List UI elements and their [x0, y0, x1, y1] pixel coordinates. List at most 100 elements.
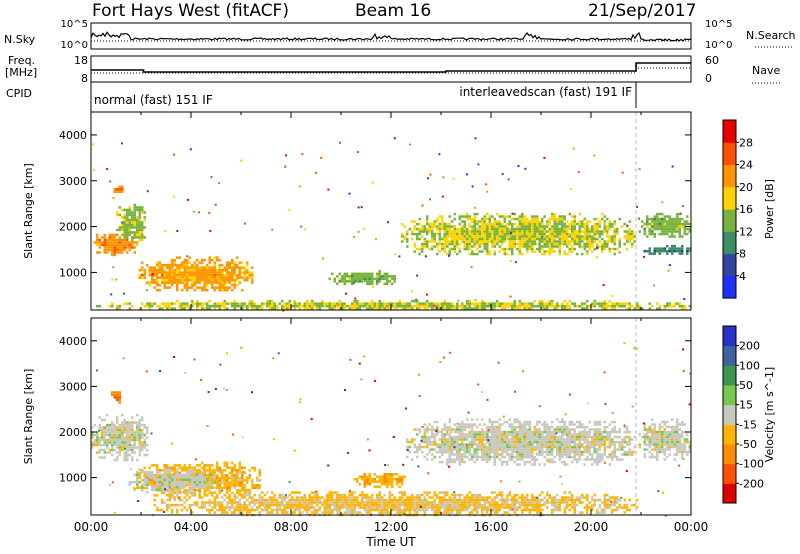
echo-cell — [408, 440, 411, 444]
echo-cell — [558, 227, 561, 231]
echo-cell — [208, 471, 211, 475]
echo-cell — [196, 263, 199, 267]
echo-cell — [171, 307, 174, 310]
echo-cell — [576, 237, 579, 241]
echo-cell — [381, 277, 384, 281]
echo-cell — [198, 276, 201, 279]
echo-cell — [556, 245, 559, 248]
echo-cell — [228, 506, 231, 509]
echo-cell — [158, 307, 161, 310]
echo-cell — [233, 302, 236, 305]
echo-cell — [633, 235, 636, 238]
echo-cell — [378, 299, 381, 303]
echo-cell — [126, 233, 129, 237]
echo-cell — [156, 271, 159, 274]
echo-cell — [521, 450, 524, 454]
echo-cell — [231, 268, 234, 272]
echo-cell — [126, 208, 129, 212]
echo-cell — [136, 228, 139, 232]
echo-cell — [306, 302, 309, 305]
echo-cell — [236, 469, 239, 472]
echo-cell — [663, 443, 666, 446]
echo-cell — [626, 235, 629, 238]
echo-cell — [503, 232, 506, 236]
echo-cell — [208, 503, 211, 507]
echo-cell — [101, 418, 104, 422]
echo-cell — [443, 242, 446, 246]
echo-cell — [156, 471, 159, 474]
echo-cell — [598, 230, 601, 233]
echo-cell — [686, 247, 689, 250]
echo-cell — [226, 474, 229, 477]
echo-cell — [541, 232, 544, 236]
echo-cell — [138, 418, 141, 422]
echo-cell — [543, 435, 546, 439]
echo-cell — [191, 304, 194, 308]
echo-cell — [458, 230, 461, 233]
echo-cell — [121, 431, 124, 434]
echo-cell — [611, 428, 614, 431]
noise-cell — [363, 280, 366, 283]
echo-cell — [678, 217, 681, 221]
echo-cell — [486, 230, 489, 233]
echo-cell — [661, 217, 664, 221]
echo-cell — [466, 232, 469, 236]
echo-cell — [126, 213, 129, 217]
echo-cell — [571, 247, 574, 251]
echo-cell — [561, 460, 564, 464]
echo-cell — [676, 453, 679, 456]
echo-cell — [561, 430, 564, 434]
echo-cell — [136, 433, 139, 437]
echo-cell — [491, 232, 494, 236]
echo-cell — [476, 445, 479, 449]
echo-cell — [613, 220, 616, 223]
echo-cell — [161, 501, 164, 504]
echo-cell — [203, 288, 206, 292]
echo-cell — [468, 245, 471, 248]
echo-cell — [376, 304, 379, 308]
echo-cell — [218, 304, 221, 308]
echo-cell — [503, 443, 506, 446]
echo-cell — [363, 478, 366, 481]
echo-cell — [438, 307, 441, 310]
echo-cell — [526, 430, 529, 434]
echo-cell — [503, 304, 506, 308]
echo-cell — [486, 433, 489, 436]
cpid-segment-label: normal (fast) 151 IF — [94, 93, 213, 107]
echo-cell — [193, 261, 196, 264]
echo-cell — [531, 307, 534, 310]
echo-cell — [481, 438, 484, 441]
echo-cell — [138, 273, 141, 277]
echo-cell — [663, 307, 666, 310]
echo-cell — [468, 247, 471, 251]
echo-cell — [218, 476, 221, 480]
echo-cell — [566, 225, 569, 228]
echo-cell — [583, 450, 586, 454]
echo-cell — [113, 238, 116, 242]
echo-cell — [561, 225, 564, 228]
echo-cell — [486, 438, 489, 441]
echo-cell — [208, 488, 211, 491]
echo-cell — [108, 304, 111, 308]
echo-cell — [586, 252, 589, 256]
echo-cell — [196, 483, 199, 486]
echo-cell — [131, 433, 134, 437]
echo-cell — [463, 453, 466, 456]
noise-cell — [411, 290, 414, 293]
echo-cell — [211, 304, 214, 308]
echo-cell — [141, 223, 144, 227]
echo-cell — [226, 503, 229, 507]
echo-cell — [176, 476, 179, 479]
echo-cell — [456, 443, 459, 446]
echo-cell — [433, 438, 436, 441]
echo-cell — [173, 263, 176, 267]
echo-cell — [116, 398, 119, 402]
noise-cell — [353, 235, 355, 238]
echo-cell — [586, 242, 589, 246]
echo-cell — [136, 216, 139, 219]
echo-cell — [221, 273, 224, 277]
echo-cell — [111, 426, 114, 429]
echo-cell — [496, 222, 499, 226]
echo-cell — [201, 461, 204, 465]
echo-cell — [446, 302, 449, 305]
